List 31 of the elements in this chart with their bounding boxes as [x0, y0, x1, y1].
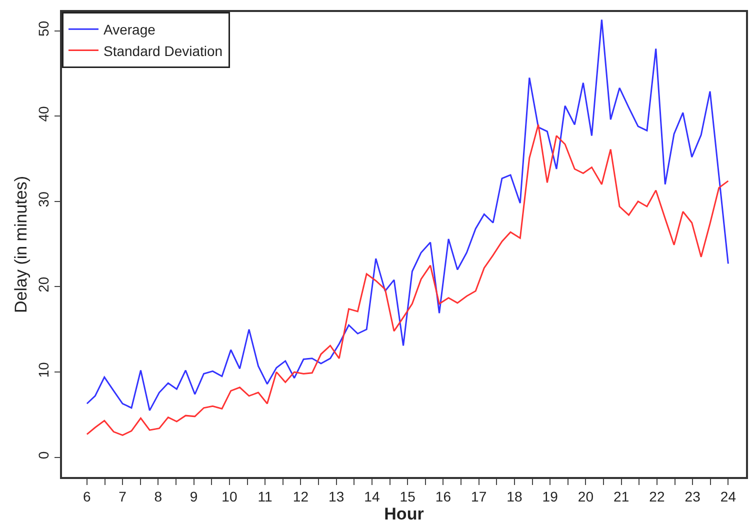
y-tick-label: 0: [36, 451, 52, 460]
x-tick-label: 24: [720, 488, 736, 505]
x-tick-label: 21: [614, 488, 630, 505]
y-tick-label: 30: [36, 191, 52, 208]
x-tick-label: 22: [649, 488, 665, 505]
legend-label: Average: [104, 22, 156, 38]
x-tick-label: 15: [400, 488, 416, 505]
x-tick-label: 23: [684, 488, 701, 505]
y-tick-label: 20: [36, 276, 52, 292]
y-tick-label: 50: [36, 20, 52, 36]
y-tick-label: 40: [36, 106, 52, 122]
x-tick-label: 16: [435, 488, 452, 505]
line-series: [86, 124, 729, 436]
x-tick-label: 20: [578, 488, 594, 505]
x-tick-label: 17: [471, 488, 487, 505]
x-axis-title: Hour: [384, 504, 424, 524]
x-tick-label: 8: [154, 488, 162, 505]
y-tick-label: 10: [36, 362, 52, 378]
x-tick-label: 7: [118, 488, 127, 505]
x-tick-label: 9: [190, 488, 198, 505]
x-tick-label: 14: [364, 488, 380, 505]
x-tick-label: 12: [292, 488, 309, 505]
x-tick-label: 18: [506, 488, 522, 505]
line-series: [86, 18, 729, 412]
x-tick-label: 19: [542, 488, 558, 505]
y-axis-title: Delay (in minutes): [12, 176, 31, 313]
x-tick-label: 10: [222, 488, 238, 505]
legend-label: Standard Deviation: [104, 42, 223, 59]
x-tick-label: 6: [83, 488, 92, 505]
x-tick-label: 11: [258, 488, 273, 505]
x-tick-label: 13: [328, 488, 344, 505]
